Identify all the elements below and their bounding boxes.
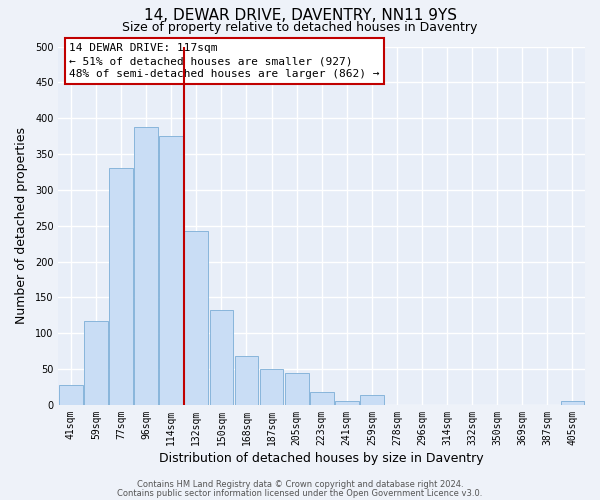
Y-axis label: Number of detached properties: Number of detached properties: [15, 127, 28, 324]
Bar: [109, 168, 133, 405]
Bar: [84, 321, 108, 405]
Bar: [285, 372, 308, 405]
Text: 14 DEWAR DRIVE: 117sqm
← 51% of detached houses are smaller (927)
48% of semi-de: 14 DEWAR DRIVE: 117sqm ← 51% of detached…: [69, 43, 379, 80]
Text: Contains public sector information licensed under the Open Government Licence v3: Contains public sector information licen…: [118, 488, 482, 498]
Text: Size of property relative to detached houses in Daventry: Size of property relative to detached ho…: [122, 21, 478, 34]
Bar: [235, 356, 259, 405]
Bar: [209, 310, 233, 405]
Bar: [310, 392, 334, 405]
Bar: [260, 369, 283, 405]
Bar: [360, 395, 384, 405]
Bar: [134, 127, 158, 405]
Bar: [184, 232, 208, 405]
Bar: [160, 136, 183, 405]
Text: Contains HM Land Registry data © Crown copyright and database right 2024.: Contains HM Land Registry data © Crown c…: [137, 480, 463, 489]
Text: 14, DEWAR DRIVE, DAVENTRY, NN11 9YS: 14, DEWAR DRIVE, DAVENTRY, NN11 9YS: [143, 8, 457, 22]
Bar: [560, 400, 584, 405]
Bar: [59, 385, 83, 405]
X-axis label: Distribution of detached houses by size in Daventry: Distribution of detached houses by size …: [160, 452, 484, 465]
Bar: [335, 400, 359, 405]
